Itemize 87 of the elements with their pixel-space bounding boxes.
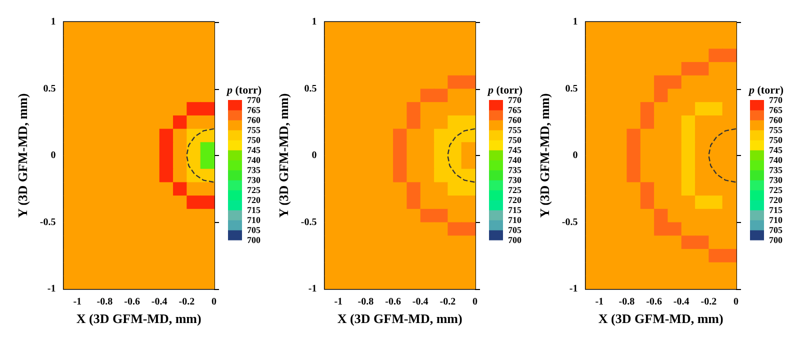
color-bar-label: 715 [769,205,783,215]
color-bar-title: p (torr) [226,84,262,96]
x-tick-label: 0 [212,296,216,308]
x-tick-label: -1 [73,296,82,308]
color-bar-label: 730 [247,175,261,185]
x-tick-label: -0.2 [700,296,717,308]
x-axis-title: X (3D GFM-MD, mm) [598,310,724,326]
color-bar-label: 740 [508,155,522,165]
color-bar-label: 730 [508,175,522,185]
color-bar-label: 765 [769,105,783,115]
color-bar-label: 755 [769,125,783,135]
color-bar-label: 715 [247,205,261,215]
color-bar-label: 765 [247,105,261,115]
color-bar-label: 740 [769,155,783,165]
color-bar-label: 715 [508,205,522,215]
color-bar-label: 735 [508,165,522,175]
color-bar-label: 770 [508,95,522,105]
y-tick-label: 0.5 [304,83,317,94]
y-tick-label: 0.5 [565,83,578,94]
color-bar-label: 705 [247,225,261,235]
y-tick-label: 1 [312,16,317,28]
x-tick-label: -1 [334,296,343,308]
x-axis-title: X (3D GFM-MD, mm) [337,310,462,326]
color-bar-label: 735 [247,165,261,175]
color-bar-label: 755 [247,125,261,135]
x-tick-label: -0.8 [96,296,113,308]
y-tick-label: -0.5 [40,216,56,228]
y-tick-label: 1 [572,16,578,28]
x-tick-label: -0.4 [151,296,168,308]
color-bar-label: 760 [769,115,783,125]
color-bar-label: 750 [769,135,783,145]
x-tick-label: -0.2 [178,296,195,308]
color-bar-label: 710 [247,215,261,225]
color-bar-label: 705 [769,225,783,235]
y-tick-label: -0.5 [562,216,578,228]
color-bar-label: 725 [769,185,783,195]
color-bar-label: 725 [247,185,261,195]
x-tick-label: -0.2 [440,296,456,308]
color-bar-label: 720 [508,195,522,205]
color-bar-label: 700 [769,235,783,245]
x-tick-label: -0.4 [673,296,690,308]
x-tick-label: -0.8 [618,296,635,308]
y-tick-label: 0.5 [43,83,56,94]
y-tick-label: 0 [312,150,317,161]
y-axis-title: Y (3D GFM-MD, mm) [276,93,291,218]
x-tick-label: 0 [734,296,738,308]
color-bar-label: 745 [769,145,783,155]
x-tick-label: -0.6 [385,296,401,308]
y-tick-label: -0.5 [300,216,317,228]
color-bar-label: 745 [508,145,522,155]
color-bar-label: 740 [247,155,261,165]
y-axis-title: Y (3D GFM-MD, mm) [537,93,552,218]
y-tick-label: -1 [47,284,56,294]
y-tick-label: 0 [572,150,578,161]
color-bar-label: 765 [508,105,522,115]
x-tick-label: -0.8 [358,296,374,308]
color-bar-label: 720 [247,195,261,205]
color-bar-label: 770 [769,95,783,105]
color-bar-label: 710 [769,215,783,225]
y-tick-label: -1 [569,284,578,294]
color-bar-title: p (torr) [487,84,523,96]
color-bar-label: 760 [508,115,522,125]
x-tick-label: 0 [472,296,478,308]
color-bar-label: 710 [508,215,522,225]
y-tick-label: 1 [50,16,56,28]
color-bar-label: 725 [508,185,522,195]
color-bar-label: 745 [247,145,261,155]
x-tick-label: -1 [595,296,604,308]
color-bar-label: 700 [247,235,261,245]
x-tick-label: -0.4 [412,296,428,308]
color-bar-label: 730 [769,175,783,185]
color-bar-label: 720 [769,195,783,205]
color-bar-label: 700 [508,235,522,245]
x-axis-title: X (3D GFM-MD, mm) [76,310,202,326]
color-bar-label: 705 [508,225,522,235]
color-bar-label: 735 [769,165,783,175]
color-bar-title: p (torr) [748,84,784,96]
color-bar-label: 750 [508,135,522,145]
color-bar-label: 760 [247,115,261,125]
y-axis-title: Y (3D GFM-MD, mm) [15,93,30,218]
color-bar-label: 770 [247,95,261,105]
x-tick-label: -0.6 [124,296,140,308]
color-bar-label: 755 [508,125,522,135]
x-tick-label: -0.6 [646,296,662,308]
y-tick-label: -1 [308,284,317,294]
color-bar-label: 750 [247,135,261,145]
y-tick-label: 0 [50,150,56,161]
